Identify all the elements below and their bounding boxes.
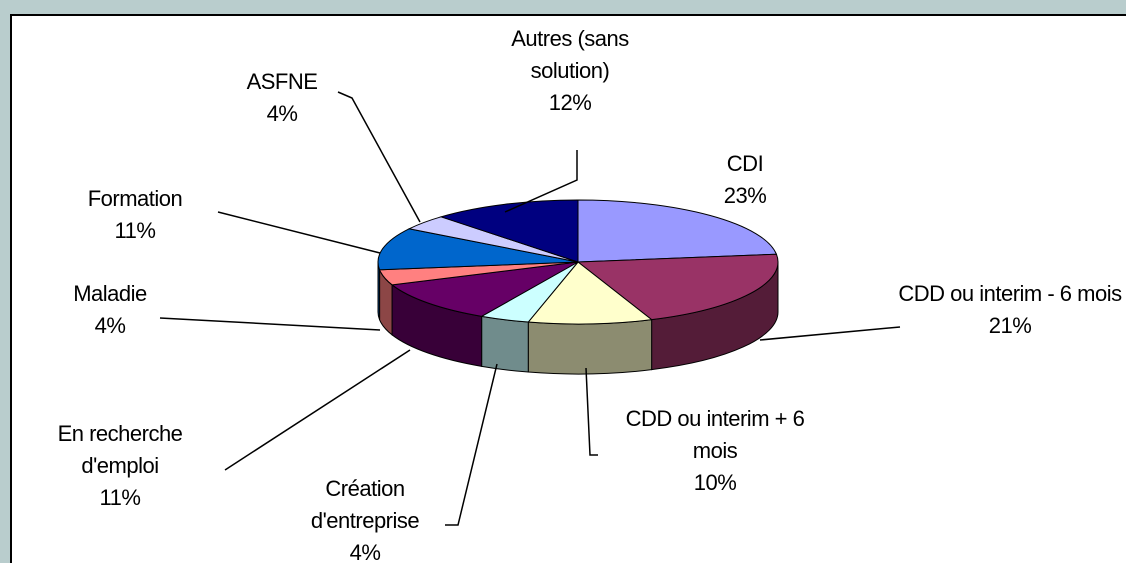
label-name: Autres (sans solution) [511, 26, 629, 83]
data-label: Formation 11% [55, 183, 215, 247]
pie-slice [390, 261, 579, 317]
label-value: 12% [548, 90, 592, 115]
label-name: ASFNE [246, 69, 318, 94]
data-label: Maladie 4% [35, 278, 185, 342]
data-label: En recherche d'emploi 11% [33, 418, 208, 514]
label-value: 11% [99, 485, 141, 510]
pie-slice [577, 199, 778, 263]
pie-slice [377, 228, 579, 271]
pie-slice [576, 253, 779, 321]
leader-line [217, 211, 381, 254]
label-value: 21% [988, 313, 1032, 338]
leader-line [759, 326, 901, 341]
label-name: Création d'entreprise [310, 476, 420, 533]
pie-slice-side [377, 261, 381, 320]
leader-line [224, 349, 411, 471]
label-value: 10% [693, 470, 737, 495]
leader-line [159, 317, 381, 331]
pie-slice [527, 261, 653, 325]
label-value: 23% [723, 183, 767, 208]
label-value: 4% [94, 313, 126, 338]
leader-line [337, 91, 421, 223]
pie-slice-side [481, 315, 529, 373]
pie-slice-side [527, 319, 653, 375]
label-value: 4% [349, 540, 381, 563]
label-name: En recherche d'emploi [57, 421, 183, 478]
label-name: Maladie [73, 281, 147, 306]
label-name: CDD ou interim - 6 mois [898, 281, 1122, 306]
leader-line [445, 363, 498, 526]
data-label: Autres (sans solution) 12% [475, 23, 665, 119]
data-label: CDI 23% [685, 148, 805, 212]
pie-slice [439, 199, 579, 263]
label-value: 11% [114, 218, 156, 243]
label-value: 4% [266, 101, 298, 126]
label-name: Formation [87, 186, 183, 211]
leader-line [504, 150, 578, 213]
data-label: CDD ou interim + 6 mois 10% [610, 403, 820, 499]
leader-line [585, 367, 598, 456]
data-label: Création d'entreprise 4% [290, 473, 440, 563]
data-label: ASFNE 4% [222, 66, 342, 130]
label-name: CDI [726, 151, 764, 176]
data-label: CDD ou interim - 6 mois 21% [895, 278, 1125, 342]
label-name: CDD ou interim + 6 mois [625, 406, 805, 463]
